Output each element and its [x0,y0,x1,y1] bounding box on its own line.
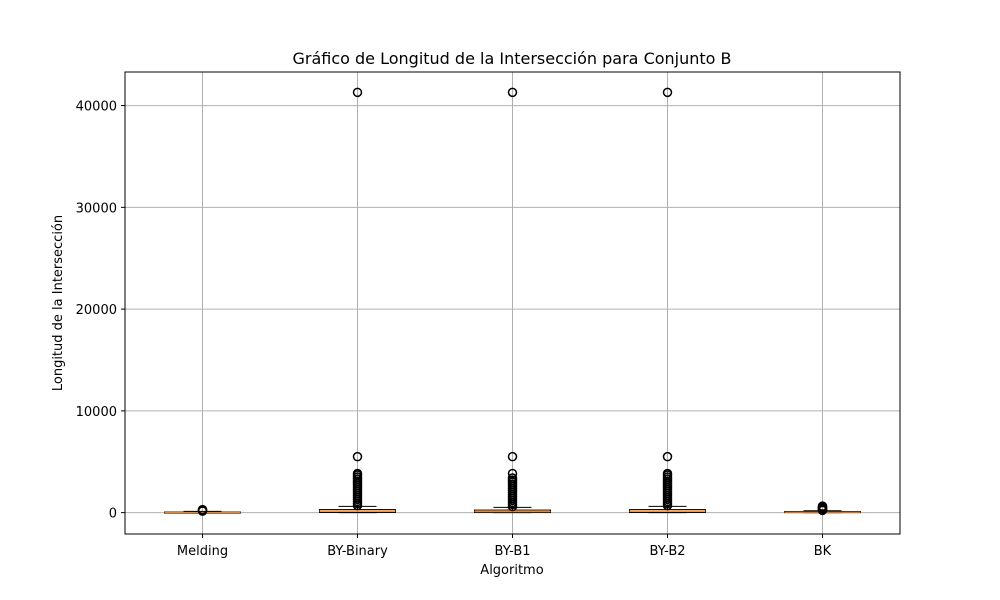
flier-point [507,87,518,98]
flier-point [352,87,363,98]
y-axis-label: Longitud de la Intersección [51,215,66,391]
y-tick-label: 40000 [76,100,117,115]
box-by-b1 [474,87,551,514]
box-layer [164,87,861,516]
box-melding [164,504,241,516]
flier-point [662,451,673,462]
box-by-binary [319,87,396,514]
y-tick-label: 30000 [76,201,117,216]
flier-point [507,451,518,462]
flier-point [662,468,673,479]
tick-layer: Melding BY-Binary BY-B1 BY-B2 BK 0 10000 20000 3… [76,100,832,559]
flier-point [507,473,518,483]
chart-title: Gráfico de Longitud de la Intersección p… [292,49,731,68]
x-tick-label: BY-B2 [649,544,685,559]
x-axis-label: Algoritmo [480,563,543,578]
flier-point [352,451,363,462]
flier-point [817,501,828,511]
x-tick-label: Melding [177,544,228,559]
y-tick-label: 10000 [76,405,117,420]
x-tick-label: BY-B1 [494,544,530,559]
y-tick-label: 0 [109,507,117,522]
flier-point [662,87,673,98]
flier-point [507,468,518,479]
flier-point [197,504,208,515]
box-bk [784,501,861,516]
flier-point [352,468,363,479]
y-tick-label: 20000 [76,303,117,318]
box-by-b2 [629,87,706,514]
x-tick-label: BY-Binary [327,544,388,559]
x-tick-label: BK [814,544,832,559]
